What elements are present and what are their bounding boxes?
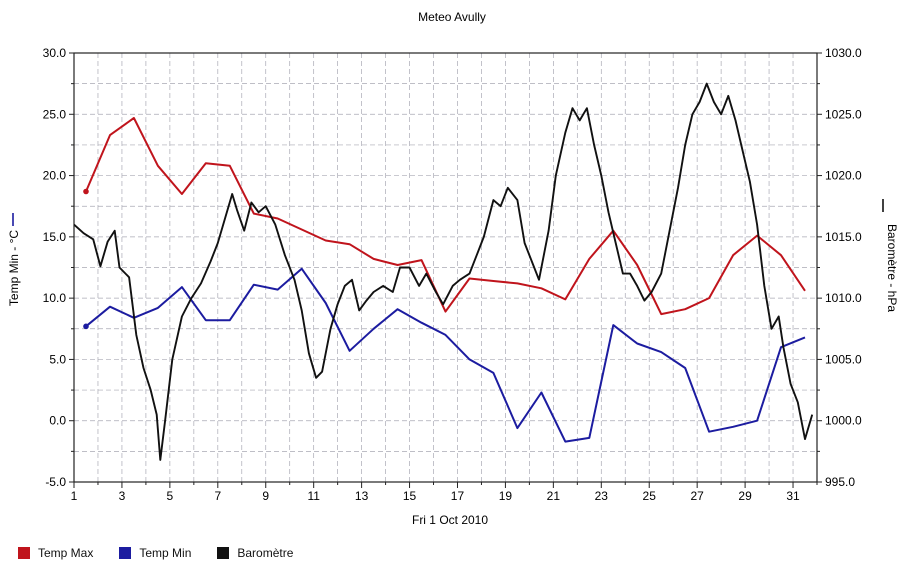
x-tick-label: 21	[547, 489, 561, 503]
y-left-tick-label: 5.0	[49, 352, 66, 366]
x-tick-label: 11	[307, 489, 320, 503]
y-left-tick-label: 25.0	[43, 107, 67, 121]
y-right-tick-label: 1005.0	[825, 352, 862, 366]
legend-label-temp-max: Temp Max	[38, 546, 94, 560]
x-tick-label: 15	[403, 489, 417, 503]
legend-label-barometre: Baromètre	[237, 546, 294, 560]
x-tick-label: 25	[643, 489, 657, 503]
y-left-tick-label: 30.0	[43, 46, 67, 60]
legend-item-temp-min: Temp Min	[119, 546, 191, 560]
y-left-tick-label: -5.0	[45, 475, 66, 489]
y-right-tick-label: 1015.0	[825, 230, 862, 244]
x-tick-label: 31	[786, 489, 800, 503]
grid-lines	[74, 53, 817, 482]
x-axis-label: Fri 1 Oct 2010	[412, 513, 488, 527]
x-tick-label: 3	[119, 489, 126, 503]
legend-swatch-barometre	[217, 547, 230, 559]
chart-title: Meteo Avully	[418, 10, 486, 24]
plot-frame	[73, 52, 818, 483]
series-line-barom-tre	[73, 82, 814, 461]
y-right-tick-label: 1010.0	[825, 291, 862, 305]
y-axis-right-label: Baromètre - hPa	[885, 224, 899, 312]
x-tick-label: 27	[690, 489, 704, 503]
x-tick-label: 29	[738, 489, 752, 503]
x-tick-label: 19	[499, 489, 513, 503]
chart-canvas: Meteo Avully 1 3 5 7 9 11 13 15 17 19 21 23 25 27 29 31…	[7, 10, 899, 527]
y-right-tick-label: 1000.0	[825, 414, 862, 428]
x-tick-label: 1	[71, 489, 78, 503]
x-tick-label: 13	[355, 489, 369, 503]
legend-swatch-temp-min	[119, 547, 132, 559]
y-axis-left-label: Temp Min - °C	[7, 230, 21, 306]
y-right-tick-label: 1020.0	[825, 169, 862, 183]
y-left-tick-label: 15.0	[43, 230, 67, 244]
y-right-tick-label: 1025.0	[825, 107, 862, 121]
x-tick-label: 7	[214, 489, 221, 503]
series-layer	[73, 82, 814, 461]
legend-swatch-temp-max	[18, 547, 30, 559]
x-tick-label: 5	[167, 489, 174, 503]
x-tick-label: 17	[451, 489, 465, 503]
legend-item-temp-max: Temp Max	[18, 546, 93, 560]
legend: Temp Max Temp Min Baromètre	[18, 546, 293, 560]
legend-label-temp-min: Temp Min	[139, 546, 192, 560]
y-right-tick-label: 1030.0	[825, 46, 862, 60]
x-tick-label: 23	[595, 489, 609, 503]
series-start-marker-temp-min	[83, 323, 89, 330]
series-line-temp-min	[85, 267, 806, 443]
series-line-temp-max	[85, 117, 806, 316]
y-left-tick-label: 0.0	[49, 414, 66, 428]
legend-item-barometre: Baromètre	[217, 546, 293, 560]
series-start-marker-temp-max	[83, 188, 89, 195]
x-tick-label: 9	[262, 489, 269, 503]
y-left-tick-label: 20.0	[43, 169, 67, 183]
y-left-tick-label: 10.0	[43, 291, 67, 305]
axes: 1 3 5 7 9 11 13 15 17 19 21 23 25 27 29 31-5.00.05.010.…	[43, 46, 862, 503]
y-right-tick-label: 995.0	[825, 475, 855, 489]
